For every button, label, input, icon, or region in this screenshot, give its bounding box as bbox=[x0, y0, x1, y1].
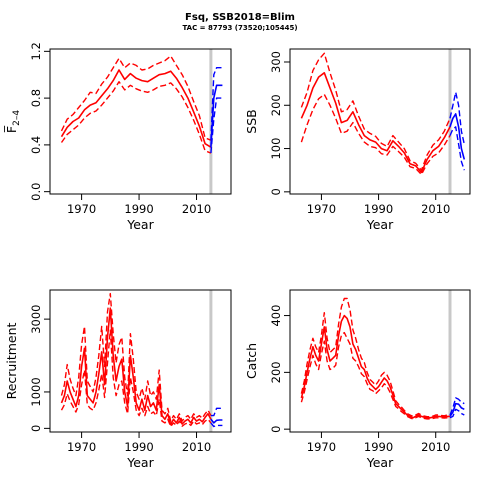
forecast-upper-line bbox=[449, 397, 465, 416]
y-axis-label: Recruitment bbox=[4, 323, 19, 400]
recruitment-panel: 1970 1990 2010 0 1000 3000 Year Recruitment bbox=[4, 289, 232, 470]
y-axis-label: F̅2–4 bbox=[4, 110, 22, 133]
plot-frame bbox=[49, 289, 232, 433]
y-axis-label: Catch bbox=[244, 343, 259, 379]
x-axis-label: Year bbox=[366, 455, 394, 470]
series-group bbox=[300, 52, 466, 176]
x-tick-label: 2010 bbox=[182, 440, 211, 454]
historic-upper-line bbox=[60, 55, 212, 141]
historic-median-line bbox=[300, 72, 451, 174]
y-tick-label: 200 bbox=[269, 94, 283, 116]
forecast-median-line bbox=[449, 113, 466, 160]
x-tick-label: 1990 bbox=[124, 440, 153, 454]
historic-lower-line bbox=[300, 331, 450, 420]
x-tick-label: 2010 bbox=[182, 202, 211, 216]
catch-panel: 1970 1990 2010 0 200 400 Year Catch bbox=[244, 289, 471, 470]
y-tick-label: 0 bbox=[29, 425, 43, 432]
historic-median-line bbox=[300, 314, 450, 419]
y-tick-label: 0 bbox=[269, 425, 283, 432]
historic-median-line bbox=[60, 307, 212, 426]
forecast-median-line bbox=[210, 84, 223, 148]
forecast-lower-line bbox=[449, 408, 465, 419]
plot-frame bbox=[289, 48, 471, 195]
y-tick-label: 200 bbox=[269, 361, 283, 383]
y-tick-label: 1000 bbox=[29, 377, 43, 406]
y-tick-label: 0.0 bbox=[29, 183, 43, 201]
historic-upper-line bbox=[300, 52, 451, 171]
forecast-upper-line bbox=[210, 67, 223, 141]
x-tick-label: 2010 bbox=[421, 202, 450, 216]
x-tick-label: 2010 bbox=[421, 440, 450, 454]
x-tick-label: 1970 bbox=[67, 440, 96, 454]
forecast-lower-line bbox=[210, 422, 223, 428]
y-axis-label: SSB bbox=[244, 109, 259, 133]
series-group bbox=[60, 292, 223, 428]
forecast-lower-line bbox=[449, 126, 465, 171]
historic-lower-line bbox=[60, 81, 212, 154]
plot-frame bbox=[289, 289, 471, 433]
plot-frame bbox=[49, 48, 232, 195]
forecast-median-line bbox=[210, 418, 223, 424]
forecast-median-line bbox=[449, 402, 465, 417]
forecast-upper-line bbox=[449, 91, 465, 145]
y-tick-label: 1.2 bbox=[29, 42, 43, 60]
historic-lower-line bbox=[300, 93, 451, 176]
historic-upper-line bbox=[60, 292, 212, 422]
y-tick-label: 300 bbox=[269, 51, 283, 73]
forecast-upper-line bbox=[210, 407, 223, 417]
x-axis-label: Year bbox=[366, 217, 394, 232]
x-axis-label: Year bbox=[126, 455, 154, 470]
x-tick-label: 1990 bbox=[364, 202, 393, 216]
f-panel: 1970 1990 2010 0.0 0.4 0.8 1.2 Year F̅2–4 bbox=[4, 42, 232, 232]
x-axis-label: Year bbox=[126, 217, 154, 232]
x-tick-label: 1990 bbox=[124, 202, 153, 216]
y-tick-label: 0.8 bbox=[29, 89, 43, 107]
series-group bbox=[60, 55, 223, 154]
y-tick-label: 100 bbox=[269, 138, 283, 160]
forecast-lower-line bbox=[210, 97, 223, 154]
x-tick-label: 1990 bbox=[364, 440, 393, 454]
y-axis-label-subscript: 2–4 bbox=[12, 110, 22, 126]
figure-title: Fsq, SSB2018=Blim bbox=[185, 12, 295, 23]
historic-median-line bbox=[60, 69, 212, 148]
y-axis-label-main: F̅ bbox=[4, 125, 19, 133]
x-tick-label: 1970 bbox=[67, 202, 96, 216]
historic-upper-line bbox=[300, 297, 450, 418]
ssb-panel: 1970 1990 2010 0 100 200 300 Year SSB bbox=[244, 48, 471, 232]
y-tick-label: 3000 bbox=[29, 304, 43, 333]
historic-lower-line bbox=[60, 329, 212, 428]
series-group bbox=[300, 297, 465, 420]
y-tick-label: 400 bbox=[269, 305, 283, 327]
x-tick-label: 1970 bbox=[307, 440, 336, 454]
y-tick-label: 0 bbox=[269, 188, 283, 195]
figure-subtitle: TAC = 87793 (73520;105445) bbox=[182, 24, 297, 32]
x-tick-label: 1970 bbox=[307, 202, 336, 216]
y-tick-label: 0.4 bbox=[29, 136, 43, 154]
